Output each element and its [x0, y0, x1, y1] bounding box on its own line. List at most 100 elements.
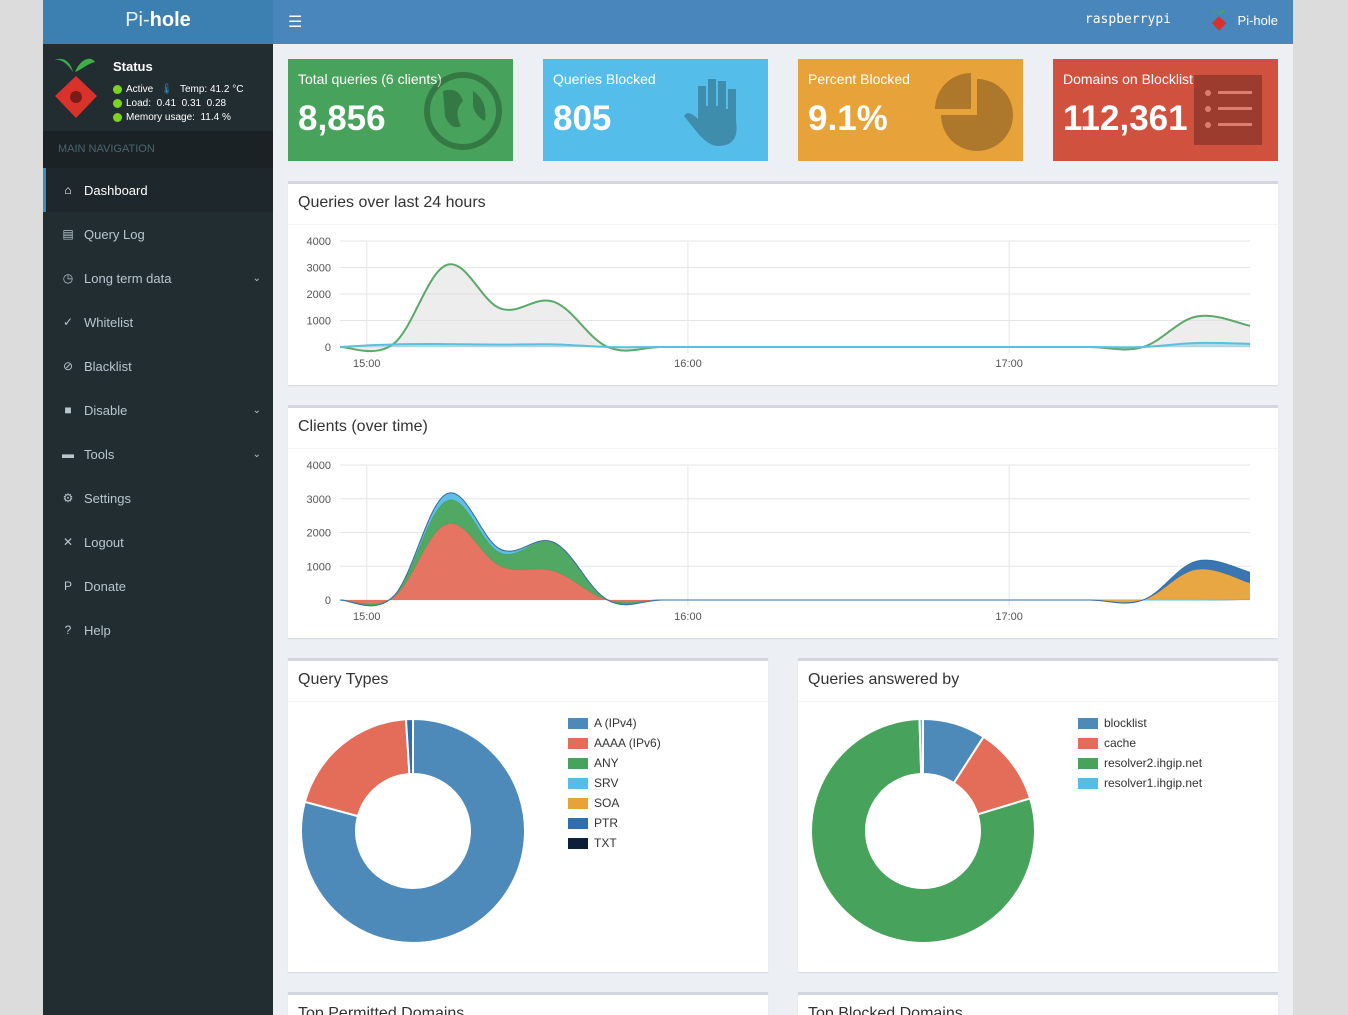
y-tick-label: 1000	[307, 561, 331, 573]
pie-chart-icon	[933, 71, 1013, 156]
stop-icon: ■	[64, 403, 72, 417]
y-tick-label: 3000	[307, 263, 331, 275]
sidebar: Pi-hole Status Active 🌡 Temp: 41.2 °C Load…	[43, 0, 273, 1015]
sidebar-item-tools[interactable]: ▬ Tools ⌄	[43, 432, 273, 476]
status-title: Status	[113, 59, 153, 74]
nav-header: MAIN NAVIGATION	[43, 131, 273, 168]
globe-icon	[423, 71, 503, 156]
active-text: Active	[126, 84, 154, 95]
legend-label: ANY	[594, 756, 619, 770]
stat-label: Domains on Blocklist	[1063, 71, 1193, 87]
series-area-0	[340, 523, 1250, 605]
stat-box-1[interactable]: Queries Blocked 805	[543, 59, 768, 161]
clock-icon: ◷	[62, 271, 74, 285]
x-tick-label: 16:00	[674, 358, 702, 370]
queries-chart: 0 1000 2000 3000 4000 15:00 16:00 17:00	[307, 236, 1251, 370]
sidebar-item-disable[interactable]: ■ Disable ⌄	[43, 388, 273, 432]
user-menu[interactable]: Pi-hole	[1210, 8, 1278, 32]
legend-item[interactable]: PTR	[568, 813, 661, 833]
legend-swatch	[568, 757, 588, 769]
y-tick-label: 1000	[307, 316, 331, 328]
stat-box-0[interactable]: Total queries (6 clients) 8,856	[288, 59, 513, 161]
legend-item[interactable]: SRV	[568, 773, 661, 793]
top-header: ☰ raspberrypi Pi-hole	[273, 0, 1293, 44]
legend-item[interactable]: TXT	[568, 833, 661, 853]
chevron-down-icon: ⌄	[252, 404, 261, 416]
legend-item[interactable]: ANY	[568, 753, 661, 773]
legend-item[interactable]: resolver2.ihgip.net	[1078, 753, 1202, 773]
legend-label: AAAA (IPv6)	[594, 736, 661, 750]
query-types-title: Query Types	[288, 661, 768, 702]
sidebar-item-label: Query Log	[84, 226, 145, 242]
sidebar-item-label: Whitelist	[84, 314, 134, 330]
sidebar-item-blacklist[interactable]: ⊘ Blacklist	[43, 344, 273, 388]
file-icon: ▤	[62, 227, 74, 241]
stat-box-2[interactable]: Percent Blocked 9.1%	[798, 59, 1023, 161]
gears-icon: ⚙	[62, 491, 74, 505]
app-logo[interactable]: Pi-hole	[43, 0, 273, 44]
question-circle-icon: ?	[64, 623, 72, 637]
sidebar-item-label: Logout	[84, 534, 124, 550]
sidebar-item-logout[interactable]: ✕ Logout	[43, 520, 273, 564]
legend-swatch	[568, 797, 588, 809]
legend-swatch	[568, 737, 588, 749]
y-tick-label: 2000	[307, 289, 331, 301]
top-permitted-title: Top Permitted Domains	[288, 995, 768, 1015]
query-types-legend: A (IPv4) AAAA (IPv6) ANY SRV SOA PTR TXT	[568, 713, 661, 853]
check-circle-icon: ✓	[62, 315, 74, 329]
chevron-down-icon: ⌄	[252, 272, 261, 284]
pie-slice-resolver1-ihgip-net[interactable]	[918, 717, 924, 776]
sidebar-item-label: Settings	[84, 490, 131, 506]
legend-item[interactable]: AAAA (IPv6)	[568, 733, 661, 753]
ban-icon: ⊘	[62, 359, 74, 373]
header-brand: Pi-hole	[1237, 12, 1278, 28]
logo-bold: hole	[149, 9, 191, 31]
sidebar-item-dashboard[interactable]: ⌂ Dashboard	[43, 168, 273, 212]
legend-item[interactable]: cache	[1078, 733, 1202, 753]
answered-by-legend: blocklist cache resolver2.ihgip.net resolve…	[1078, 713, 1202, 793]
legend-item[interactable]: A (IPv4)	[568, 713, 661, 733]
stat-value: 9.1%	[808, 99, 888, 138]
app: Pi-hole Status Active 🌡 Temp: 41.2 °C Load…	[43, 0, 1293, 1015]
sidebar-item-label: Disable	[84, 402, 128, 418]
sidebar-item-label: Long term data	[84, 270, 172, 286]
series-area-0	[340, 264, 1250, 352]
sidebar-item-whitelist[interactable]: ✓ Whitelist	[43, 300, 273, 344]
sidebar-item-help[interactable]: ? Help	[43, 608, 273, 652]
pihole-logo-icon	[54, 58, 97, 118]
x-tick-label: 17:00	[995, 358, 1023, 370]
legend-label: blocklist	[1104, 716, 1147, 730]
series-area-3	[340, 492, 1250, 606]
status-panel: Status Active 🌡 Temp: 41.2 °C Load: 0.41 0…	[43, 44, 273, 131]
sidebar-item-label: Dashboard	[84, 182, 148, 198]
top-permitted-box: Top Permitted Domains	[288, 992, 768, 1015]
sidebar-item-donate[interactable]: P Donate	[43, 564, 273, 608]
x-tick-label: 17:00	[995, 611, 1023, 623]
legend-item[interactable]: resolver1.ihgip.net	[1078, 773, 1202, 793]
status-memory: Memory usage: 11.4 %	[113, 112, 231, 123]
stat-box-3[interactable]: Domains on Blocklist 112,361	[1053, 59, 1278, 161]
sidebar-item-query-log[interactable]: ▤ Query Log	[43, 212, 273, 256]
clients-chart-title: Clients (over time)	[288, 408, 1278, 449]
legend-item[interactable]: SOA	[568, 793, 661, 813]
legend-item[interactable]: blocklist	[1078, 713, 1202, 733]
series-line-4	[339, 492, 1251, 607]
list-icon	[1188, 71, 1268, 156]
pie-slice-a-ipv4-[interactable]	[300, 717, 526, 944]
menu-toggle-icon[interactable]: ☰	[288, 14, 303, 31]
query-types-box: Query Types A (IPv4) AAAA (IPv6) ANY SRV SOA…	[288, 658, 768, 972]
top-blocked-box: Top Blocked Domains	[798, 992, 1278, 1015]
legend-swatch	[1078, 777, 1098, 789]
active-dot-icon	[113, 85, 122, 94]
queries-chart-box: Queries over last 24 hours 0 1000 2000 3000…	[288, 181, 1278, 385]
logo-light: Pi-	[125, 9, 150, 31]
sidebar-item-long-term-data[interactable]: ◷ Long term data ⌄	[43, 256, 273, 300]
pie-slice-resolver2-ihgip-net[interactable]	[810, 718, 1036, 944]
sidebar-item-settings[interactable]: ⚙ Settings	[43, 476, 273, 520]
user-times-icon: ✕	[62, 535, 74, 549]
pie-slice-ptr[interactable]	[404, 717, 414, 776]
series-area-2	[340, 492, 1250, 606]
pie-slice-aaaa-ipv6-[interactable]	[303, 718, 411, 818]
stat-label: Total queries (6 clients)	[298, 71, 442, 87]
legend-label: A (IPv4)	[594, 716, 637, 730]
